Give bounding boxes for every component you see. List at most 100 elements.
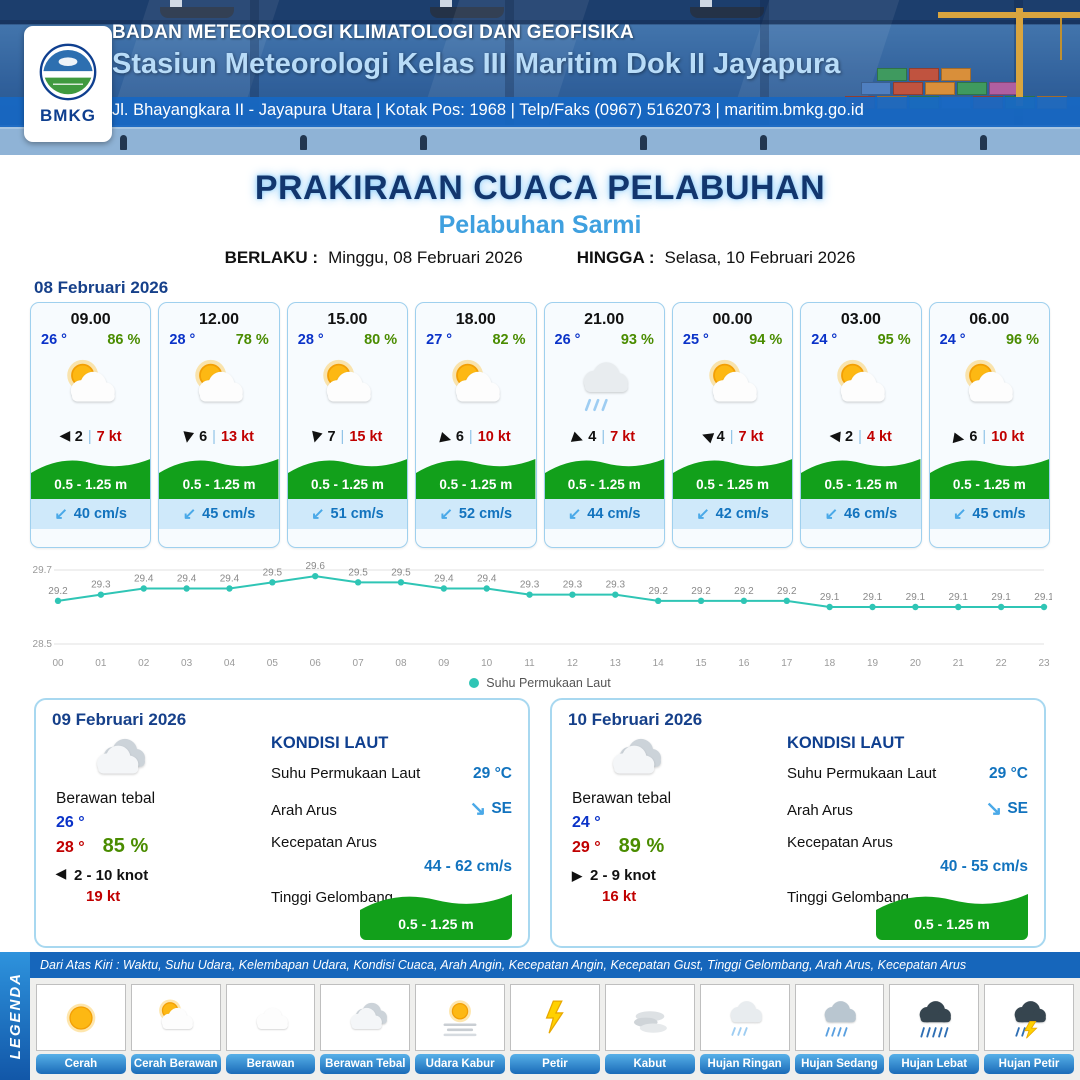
wave-height-band: 0.5 - 1.25 m (929, 453, 1049, 499)
wind-speed: 7 kt (96, 429, 122, 445)
wind-row: ▶ 4 | 7 kt (673, 424, 792, 450)
legend-label: Hujan Ringan (699, 1054, 790, 1074)
legend-item: Hujan Lebat (889, 984, 980, 1074)
svg-text:29.4: 29.4 (477, 574, 497, 585)
card-humidity: 78 % (235, 332, 269, 348)
crane-art (938, 12, 1080, 18)
container-art (941, 68, 971, 81)
card-temp: 28 ° (169, 332, 196, 348)
wind-row: ▶ 6 | 13 kt (159, 424, 278, 450)
svg-text:17: 17 (781, 658, 793, 669)
svg-text:14: 14 (653, 658, 665, 669)
page-title: PRAKIRAAN CUACA PELABUHAN (254, 169, 826, 207)
weather-icon (288, 348, 407, 424)
legend-item: Cerah (36, 984, 126, 1074)
wind-direction-icon: ▶ (570, 428, 586, 446)
current-direction-icon: ↙ (182, 506, 197, 523)
svg-text:29.4: 29.4 (177, 574, 197, 585)
window-frame-art (0, 20, 1080, 25)
wind-speed: 13 kt (220, 429, 255, 445)
legend-item: Berawan (225, 984, 316, 1074)
berlaku-value: Minggu, 08 Februari 2026 (328, 248, 523, 267)
ship-art (430, 0, 504, 18)
container-art (861, 82, 891, 95)
container-art (989, 82, 1019, 95)
svg-text:21: 21 (953, 658, 965, 669)
legend-label: Udara Kabur (415, 1054, 506, 1074)
wind-value: 6 (199, 429, 208, 445)
divider: | (601, 429, 606, 445)
org-name: BADAN METEOROLOGI KLIMATOLOGI DAN GEOFIS… (112, 22, 635, 43)
wave-height: 0.5 - 1.25 m (398, 916, 474, 932)
address-band: Jl. Bhayangkara II - Jayapura Utara | Ko… (0, 97, 1080, 127)
current-speed: 45 cm/s (972, 506, 1026, 522)
svg-text:23: 23 (1038, 658, 1050, 669)
legend-item: Petir (510, 984, 600, 1074)
card-time: 09.00 (70, 311, 111, 328)
current-direction-icon: ↘ (985, 798, 1003, 820)
card-humidity: 94 % (749, 332, 783, 348)
weather-icon (545, 348, 664, 424)
legend-section: LEGENDA Dari Atas Kiri : Waktu, Suhu Uda… (0, 952, 1080, 1080)
wind-direction-icon: ▶ (439, 428, 453, 446)
wave-height: 0.5 - 1.25 m (824, 477, 898, 492)
forecast-card: 00.00 25 ° 94 % ▶ 4 | 7 kt 0.5 - 1.25 m ↙ 42 cm/s (671, 302, 794, 548)
legend-item: Kabut (604, 984, 695, 1074)
svg-text:02: 02 (138, 658, 150, 669)
condition-text: Berawan tebal (56, 790, 156, 807)
current-speed: 52 cm/s (458, 506, 513, 522)
card-humidity: 80 % (364, 332, 398, 348)
wind-value: 2 (74, 429, 83, 445)
wind-row: ▶ 7 | 15 kt (288, 424, 407, 450)
validity-line: BERLAKU : Minggu, 08 Februari 2026 HINGG… (0, 248, 1080, 268)
current-speed-row: ↙ 45 cm/s (159, 499, 279, 529)
person-art (300, 135, 307, 150)
legend-icon-hujan-petir (984, 984, 1074, 1051)
svg-text:29.5: 29.5 (263, 567, 283, 578)
forecast-card: 09.00 26 ° 86 % ▶ 2 | 7 kt 0.5 - 1.25 m ↙ 40 cm/s (30, 302, 152, 548)
current-speed-row: ↙ 44 cm/s (544, 499, 664, 529)
wind-value: 6 (455, 429, 464, 445)
wind-direction-icon: ▶ (572, 868, 582, 883)
current-direction: SE (1007, 799, 1028, 817)
svg-text:29.2: 29.2 (48, 586, 68, 597)
card-humidity: 95 % (877, 332, 911, 348)
kondisi-laut-title: KONDISI LAUT (271, 734, 389, 752)
wind-speed: 7 kt (610, 429, 636, 445)
wind-row: ▶ 6 | 10 kt (416, 424, 535, 450)
svg-text:08: 08 (395, 658, 407, 669)
container-art (893, 82, 923, 95)
legend-item: Cerah Berawan (130, 984, 221, 1074)
wind-speed: 4 kt (866, 429, 892, 445)
temp-max: 29 ° (572, 839, 601, 856)
current-speed: 40 - 55 cm/s (940, 858, 1028, 875)
weather-icon (586, 730, 678, 788)
weather-icon (31, 348, 150, 424)
sst-value: 29 °C (989, 765, 1028, 782)
wave-height-band: 0.5 - 1.25 m (31, 453, 151, 499)
wave-height-band: 0.5 - 1.25 m (416, 453, 536, 499)
legend-label: Hujan Lebat (889, 1054, 980, 1074)
card-temp: 26 ° (554, 332, 581, 348)
legend-item: Hujan Sedang (794, 984, 885, 1074)
dock-art (0, 125, 1080, 155)
svg-text:05: 05 (267, 658, 279, 669)
tinggi-gelombang-label: Tinggi Gelombang (271, 889, 394, 906)
legend-icon-petir (510, 984, 600, 1051)
divider: | (468, 429, 473, 445)
svg-text:19: 19 (867, 658, 879, 669)
svg-text:10: 10 (481, 658, 493, 669)
legend-icon-berawan-tebal (320, 984, 411, 1051)
sst-value: 29 °C (473, 765, 512, 782)
condition-text: Berawan tebal (572, 790, 672, 807)
person-art (120, 135, 127, 150)
svg-text:29.4: 29.4 (434, 574, 454, 585)
gust-speed: 19 kt (86, 888, 121, 905)
current-speed-row: ↙ 42 cm/s (672, 499, 793, 529)
current-direction-icon: ↘ (469, 798, 487, 820)
humidity: 89 % (618, 835, 665, 857)
crane-art (1016, 8, 1023, 106)
divider: | (729, 429, 734, 445)
svg-text:13: 13 (610, 658, 622, 669)
current-speed: 44 - 62 cm/s (424, 858, 512, 875)
